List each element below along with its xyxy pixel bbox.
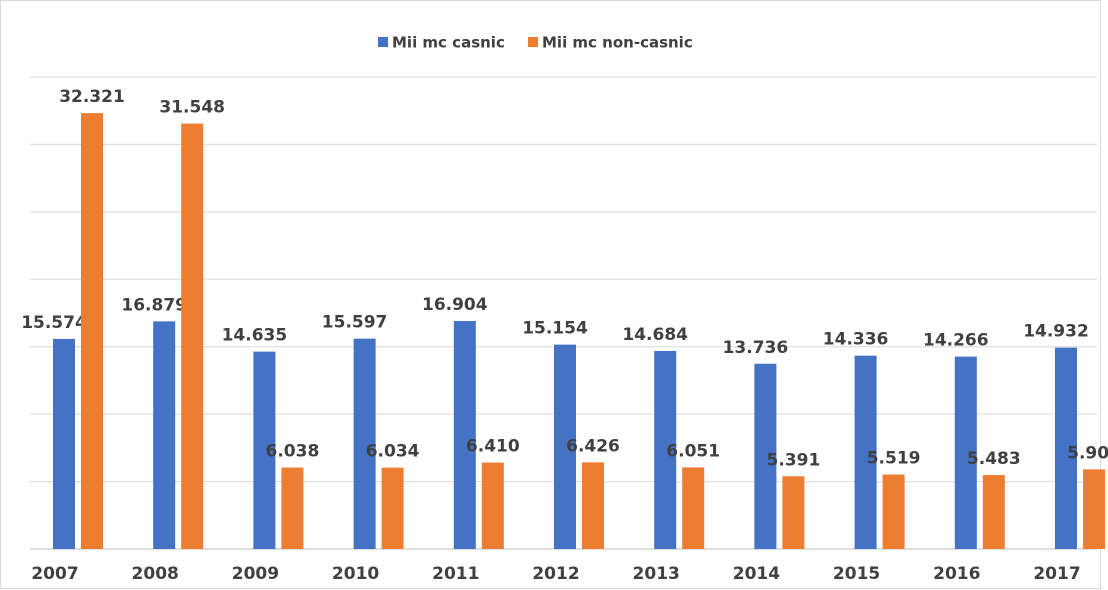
bar (954, 356, 977, 549)
bar (582, 462, 604, 549)
x-tick-label: 2016 (933, 564, 980, 584)
bar (453, 321, 476, 549)
bar (1055, 347, 1077, 549)
bar (754, 363, 777, 549)
x-tick-label: 2010 (332, 564, 379, 584)
x-tick-label: 2012 (532, 564, 579, 584)
bar (281, 467, 304, 549)
x-tick-label: 2009 (232, 564, 279, 584)
data-label: 14.684 (622, 325, 688, 345)
bar (181, 123, 204, 550)
data-label: 14.932 (1023, 322, 1089, 342)
data-label: 15.597 (322, 313, 388, 333)
legend-swatch (528, 37, 538, 47)
data-label: 6.051 (666, 441, 720, 461)
bar (253, 351, 276, 549)
bar (1083, 469, 1105, 549)
data-label: 14.336 (823, 330, 889, 350)
legend-label: Mii mc casnic (392, 34, 505, 52)
bar (854, 355, 877, 549)
bar (682, 467, 705, 549)
data-label: 15.574 (21, 313, 87, 333)
bar (53, 338, 75, 549)
data-label: 5.905 (1067, 443, 1108, 463)
x-tick-label: 2015 (833, 564, 880, 584)
data-label: 6.038 (266, 442, 320, 462)
data-label: 5.391 (767, 450, 821, 470)
legend-label: Mii mc non-casnic (542, 34, 693, 52)
data-label: 6.034 (366, 442, 420, 462)
x-tick-label: 2014 (733, 564, 780, 584)
x-tick-label: 2013 (633, 564, 680, 584)
data-label: 14.635 (222, 326, 288, 346)
bar (782, 476, 805, 549)
data-label: 14.266 (923, 331, 989, 351)
bar (982, 475, 1005, 549)
x-tick-label: 2017 (1033, 564, 1080, 584)
bar (81, 113, 103, 549)
x-tick-label: 2011 (432, 564, 479, 584)
bar (381, 467, 404, 549)
bar (481, 462, 504, 549)
data-label: 16.904 (422, 295, 488, 315)
x-tick-label: 2007 (31, 564, 78, 584)
legend-swatch (378, 37, 388, 47)
data-label: 13.736 (723, 338, 789, 358)
data-label: 32.321 (59, 87, 125, 107)
bar (554, 344, 576, 549)
bar (654, 350, 677, 549)
bar (353, 338, 376, 549)
data-label: 5.483 (967, 449, 1021, 469)
data-label: 5.519 (867, 449, 921, 469)
data-label: 15.154 (522, 319, 588, 339)
bar (882, 474, 905, 549)
data-label: 31.548 (159, 98, 225, 118)
bar (153, 321, 176, 549)
x-tick-label: 2008 (132, 564, 179, 584)
data-label: 6.410 (466, 437, 520, 457)
data-label: 16.879 (121, 295, 187, 315)
data-label: 6.426 (566, 436, 620, 456)
